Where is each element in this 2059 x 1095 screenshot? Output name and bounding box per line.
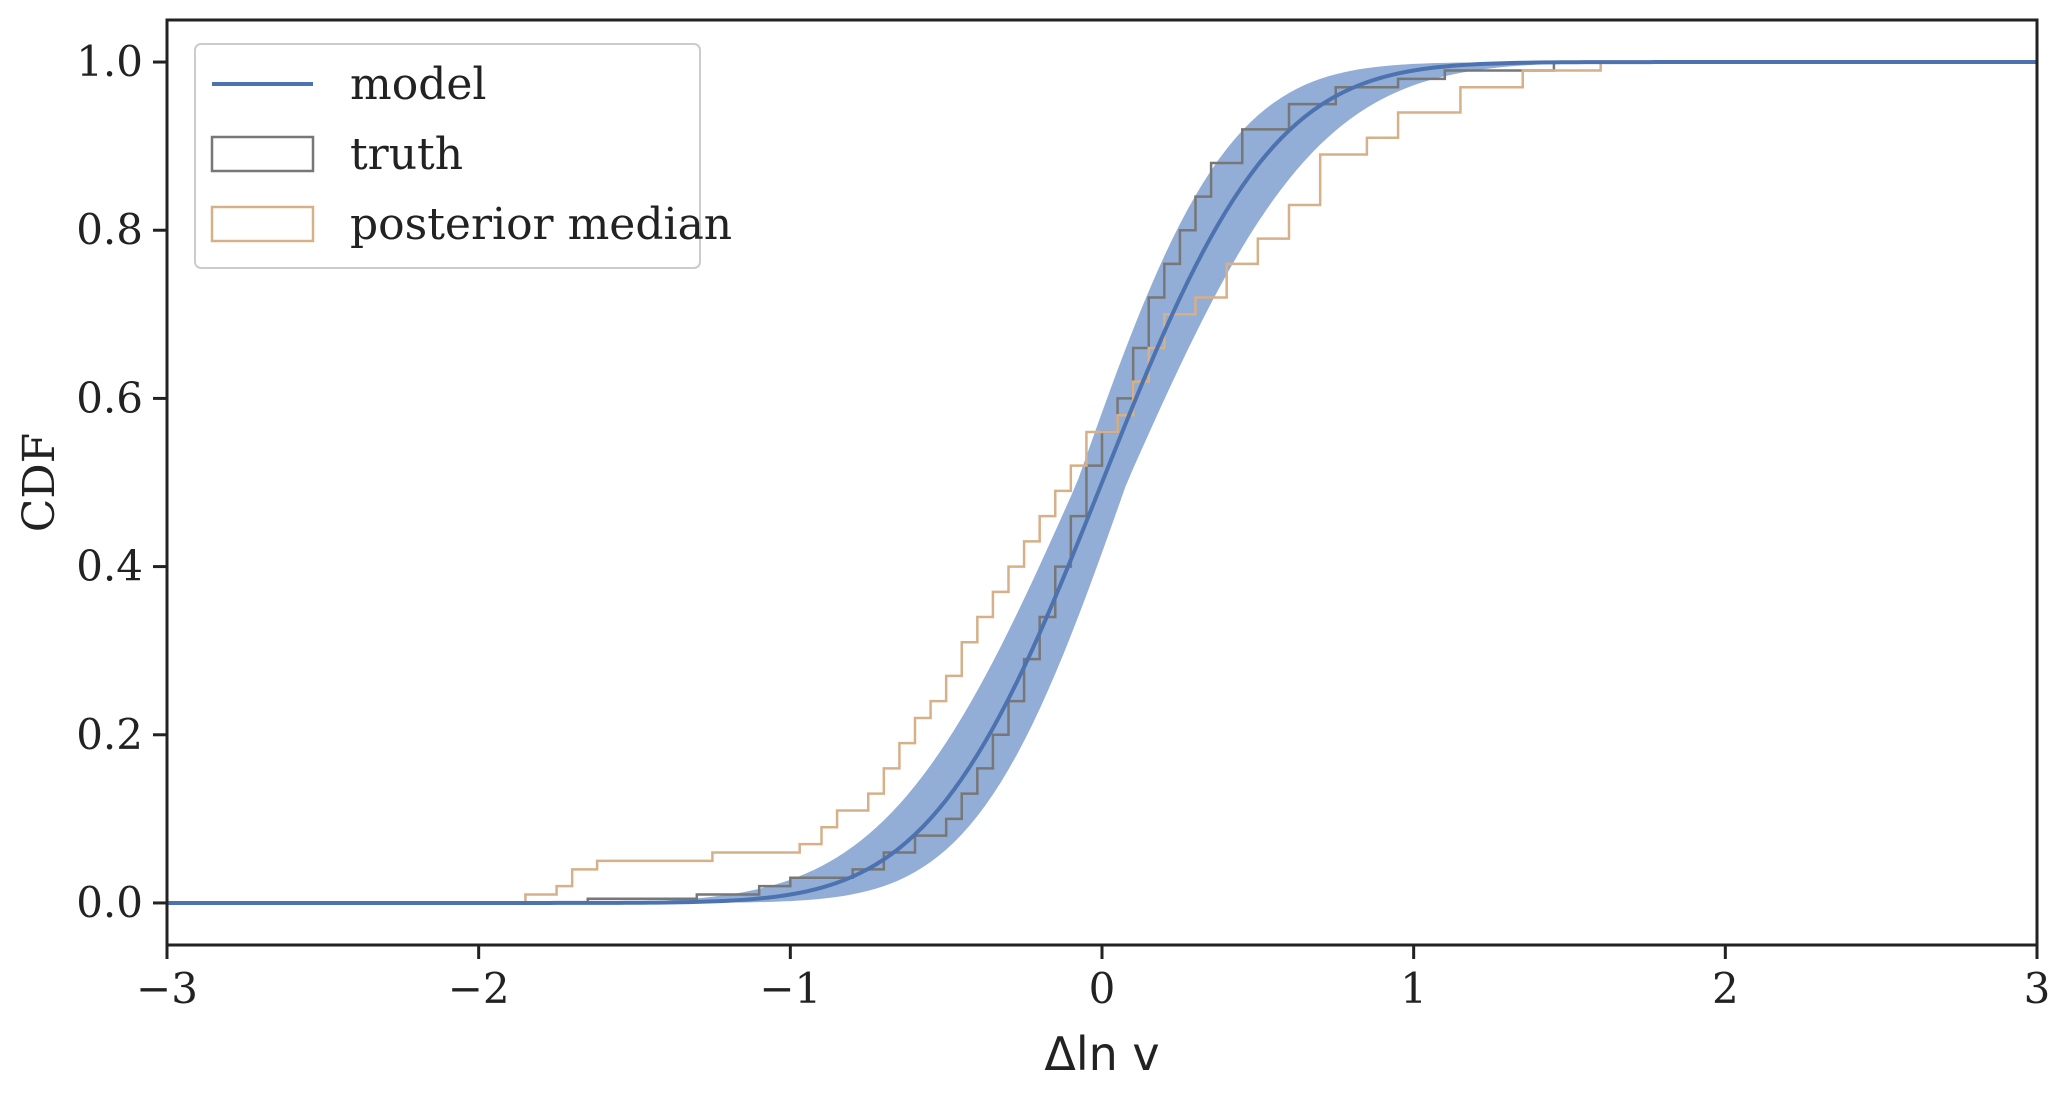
x-axis-title: Δln v — [1044, 1027, 1159, 1081]
x-tick-label: 3 — [2024, 964, 2051, 1013]
x-tick-label: 0 — [1089, 964, 1116, 1013]
legend-label: truth — [350, 129, 463, 180]
posterior-median-step-line — [166, 60, 2037, 905]
legend-swatch-truth — [210, 135, 315, 173]
tick-layer: −3 −2 −1 0 1 2 3 0.0 0.2 0.4 0.6 0.8 1.0 — [76, 37, 2050, 1013]
y-tick-label: 0.8 — [76, 205, 143, 254]
legend-label: model — [350, 59, 487, 110]
legend-label: posterior median — [350, 199, 732, 250]
x-tick-label: 2 — [1712, 964, 1739, 1013]
y-tick-label: 0.6 — [76, 373, 143, 422]
legend: model truth posterior median — [194, 43, 732, 269]
x-tick-label: −3 — [136, 964, 198, 1013]
legend-swatch-posterior-median — [210, 205, 315, 243]
x-tick-label: −1 — [759, 964, 821, 1013]
legend-box — [194, 43, 701, 269]
y-tick-label: 1.0 — [76, 37, 143, 86]
y-tick-label: 0.2 — [76, 710, 143, 759]
y-tick-label: 0.4 — [76, 542, 143, 591]
y-axis-title: CDF — [14, 433, 65, 532]
x-tick-label: 1 — [1400, 964, 1427, 1013]
y-tick-label: 0.0 — [76, 878, 143, 927]
series-layer — [166, 60, 2037, 905]
model-line — [167, 60, 2037, 905]
x-tick-label: −2 — [448, 964, 510, 1013]
